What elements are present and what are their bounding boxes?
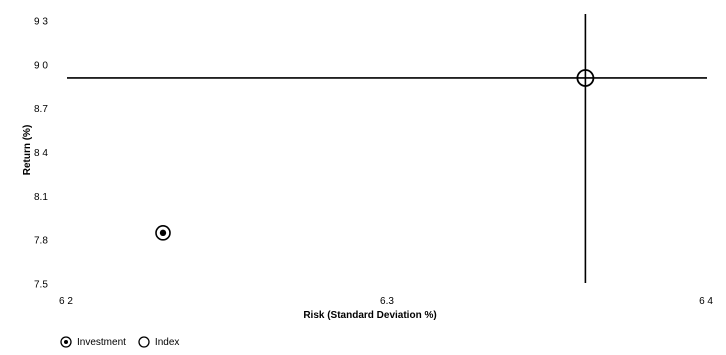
legend-label-index: Index [154, 336, 180, 348]
reference-lines [67, 14, 707, 283]
index-marker-icon [138, 336, 150, 348]
index-point [576, 69, 595, 87]
y-axis-title: Return (%) [22, 125, 33, 176]
legend-item-index: Index [138, 336, 179, 348]
y-axis-ticks: 9 3 9 0 8.7 8 4 8.1 7.8 7.5 [34, 17, 48, 291]
investment-marker-icon [60, 336, 72, 348]
x-tick-label: 6 4 [699, 296, 713, 307]
y-tick-label: 8.7 [34, 104, 48, 115]
legend-item-investment: Investment [60, 336, 126, 348]
y-tick-label: 8.1 [34, 192, 48, 203]
x-axis-ticks: 6 2 6.3 6 4 [59, 296, 713, 307]
y-tick-label: 9 3 [34, 17, 48, 28]
investment-point-center [159, 229, 167, 237]
x-tick-label: 6.3 [380, 296, 394, 307]
y-tick-label: 9 0 [34, 60, 48, 71]
legend: Investment Index [60, 336, 191, 348]
data-points [155, 69, 595, 241]
x-axis-title: Risk (Standard Deviation %) [303, 310, 436, 321]
y-tick-label: 7.8 [34, 236, 48, 247]
y-tick-label: 7.5 [34, 280, 48, 291]
legend-label-investment: Investment [77, 336, 126, 348]
x-tick-label: 6 2 [59, 296, 73, 307]
y-tick-label: 8 4 [34, 148, 48, 159]
